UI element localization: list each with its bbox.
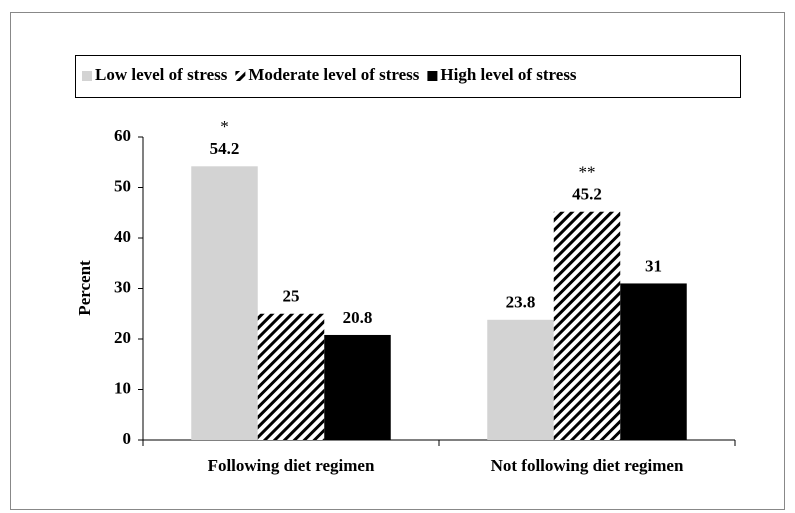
bar (487, 319, 554, 440)
y-tick-label: 40 (114, 227, 131, 246)
legend-box (75, 55, 741, 98)
legend-label: Low level of stress (95, 65, 228, 84)
x-tick-label: Not following diet regimen (491, 456, 684, 475)
bar (324, 334, 391, 440)
data-label: 25 (283, 287, 300, 306)
y-tick-label: 30 (114, 277, 131, 296)
bar (257, 313, 325, 440)
y-tick-label: 0 (123, 429, 132, 448)
data-label: 45.2 (572, 185, 602, 204)
y-tick-label: 20 (114, 328, 131, 347)
data-label: 31 (645, 256, 662, 275)
y-tick-label: 50 (114, 176, 131, 195)
legend-swatch (427, 71, 438, 81)
legend-swatch (82, 71, 92, 81)
data-label: 23.8 (506, 293, 536, 312)
y-axis-label: Percent (75, 260, 94, 316)
y-tick-label: 60 (114, 126, 131, 145)
x-tick-label: Following diet regimen (208, 456, 375, 475)
bar (553, 211, 621, 440)
data-label: 54.2 (210, 139, 240, 158)
bar (191, 166, 258, 441)
legend-label: High level of stress (440, 65, 577, 84)
y-tick-label: 10 (114, 378, 131, 397)
bar (620, 283, 687, 440)
legend-label: Moderate level of stress (248, 65, 419, 84)
legend-swatch (235, 71, 246, 81)
data-label: 20.8 (343, 308, 373, 327)
annotation: * (220, 117, 229, 136)
annotation: ** (579, 163, 596, 182)
